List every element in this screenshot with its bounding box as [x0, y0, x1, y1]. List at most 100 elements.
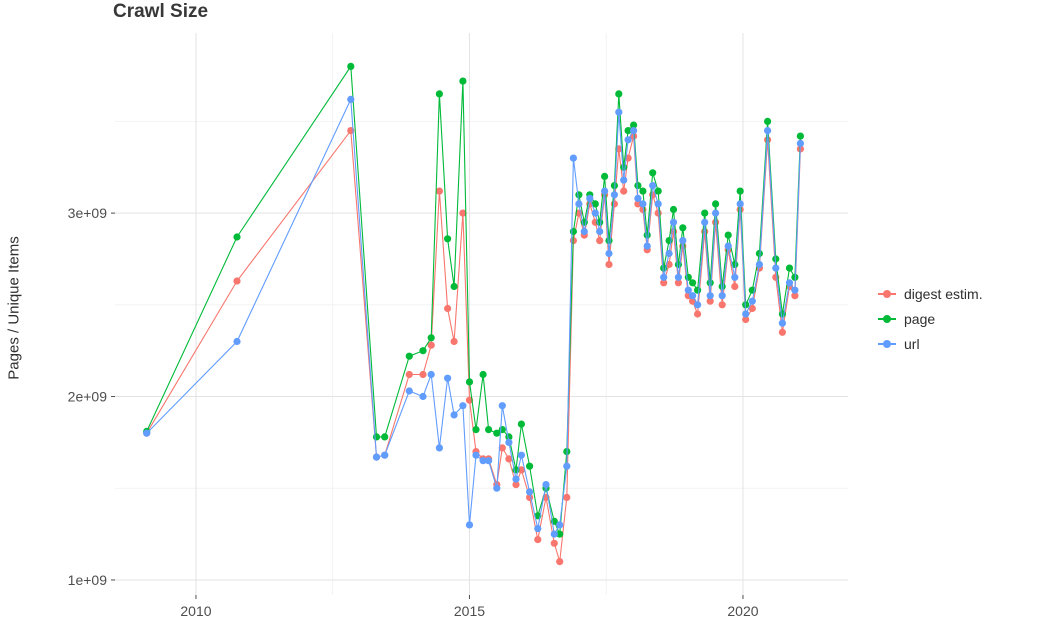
data-point-page — [450, 282, 458, 291]
data-point-url — [610, 191, 619, 199]
data-point-url — [684, 286, 692, 294]
data-point-url — [526, 488, 534, 496]
data-point-url — [605, 249, 613, 258]
data-point-digest-estim- — [674, 279, 683, 287]
data-point-url — [405, 387, 413, 395]
data-point-url — [517, 451, 526, 459]
url-marker-icon — [878, 337, 896, 351]
data-point-page — [556, 530, 564, 538]
data-point-url — [694, 301, 702, 309]
data-point-page — [601, 172, 609, 180]
data-point-url — [596, 227, 604, 236]
x-tick-label: 2020 — [727, 603, 758, 619]
data-point-digest-estim- — [778, 328, 787, 336]
data-point-url — [755, 260, 764, 269]
data-point-url — [778, 319, 787, 327]
data-point-digest-estim- — [450, 337, 458, 346]
data-point-url — [615, 108, 623, 116]
data-point-url — [701, 218, 709, 226]
data-point-url — [772, 264, 780, 272]
data-point-page — [372, 433, 381, 441]
digest-estim-marker-icon — [878, 287, 896, 301]
data-point-url — [563, 462, 571, 470]
data-point-digest-estim- — [427, 341, 435, 349]
data-point-url — [372, 453, 381, 461]
data-point-url — [718, 292, 726, 300]
data-point-digest-estim- — [444, 304, 452, 313]
data-point-url — [712, 209, 720, 217]
data-point-url — [427, 370, 435, 379]
data-point-url — [639, 200, 647, 208]
data-point-digest-estim- — [731, 282, 739, 291]
data-point-page — [649, 169, 657, 177]
data-point-page — [493, 429, 501, 437]
data-point-digest-estim- — [660, 279, 668, 287]
data-point-digest-estim- — [517, 466, 526, 474]
data-point-url — [586, 194, 594, 202]
data-point-digest-estim- — [405, 370, 413, 379]
data-point-page — [643, 231, 651, 239]
data-point-digest-estim- — [694, 310, 702, 318]
data-point-page — [755, 249, 764, 258]
data-point-page — [679, 224, 687, 232]
data-point-url — [764, 127, 772, 135]
data-point-digest-estim- — [459, 209, 467, 217]
data-point-url — [669, 218, 678, 226]
data-point-digest-estim- — [505, 455, 513, 463]
data-point-digest-estim- — [620, 187, 628, 195]
data-point-page — [669, 205, 678, 214]
data-point-page — [427, 334, 435, 342]
data-point-url — [505, 438, 513, 446]
data-point-page — [465, 378, 474, 386]
legend-label: page — [904, 311, 936, 327]
data-point-page — [764, 117, 772, 125]
data-point-page — [796, 132, 805, 140]
data-point-page — [233, 233, 241, 241]
data-point-url — [591, 209, 599, 217]
data-point-url — [556, 521, 564, 529]
data-point-url — [419, 392, 427, 401]
data-point-url — [550, 530, 558, 538]
data-point-url — [347, 95, 355, 103]
data-point-url — [465, 521, 474, 529]
data-point-digest-estim- — [498, 444, 506, 452]
data-point-digest-estim- — [550, 539, 558, 547]
data-point-digest-estim- — [742, 315, 750, 324]
legend-item-page: page — [878, 311, 983, 327]
y-tick-label: 3e+09 — [68, 205, 108, 221]
data-point-url — [785, 279, 794, 287]
series-line-url — [146, 97, 801, 536]
data-point-page — [479, 370, 487, 379]
data-point-url — [634, 194, 642, 202]
data-point-page — [381, 433, 389, 441]
data-point-page — [785, 264, 794, 272]
data-point-url — [689, 292, 697, 300]
data-point-url — [485, 457, 493, 465]
legend-item-url: url — [878, 336, 983, 352]
data-point-page — [435, 90, 443, 98]
data-point-page — [459, 77, 467, 85]
data-point-url — [233, 337, 241, 346]
data-point-page — [724, 231, 732, 239]
data-point-digest-estim- — [596, 237, 604, 245]
data-point-digest-estim- — [748, 304, 756, 313]
data-point-url — [534, 525, 542, 533]
data-point-digest-estim- — [634, 200, 642, 208]
data-point-url — [736, 200, 744, 208]
data-point-page — [674, 260, 683, 269]
data-point-url — [542, 481, 550, 489]
data-point-page — [712, 200, 720, 208]
data-point-page — [569, 227, 578, 236]
data-point-digest-estim- — [512, 481, 520, 489]
data-point-url — [643, 242, 651, 250]
data-point-url — [601, 187, 609, 195]
y-tick-label: 2e+09 — [68, 389, 108, 405]
data-point-url — [665, 249, 673, 258]
data-point-url — [742, 310, 750, 318]
data-point-digest-estim- — [233, 277, 241, 285]
data-point-page — [639, 187, 647, 195]
data-point-page — [575, 191, 583, 199]
data-point-url — [724, 242, 732, 250]
data-point-url — [580, 227, 588, 236]
